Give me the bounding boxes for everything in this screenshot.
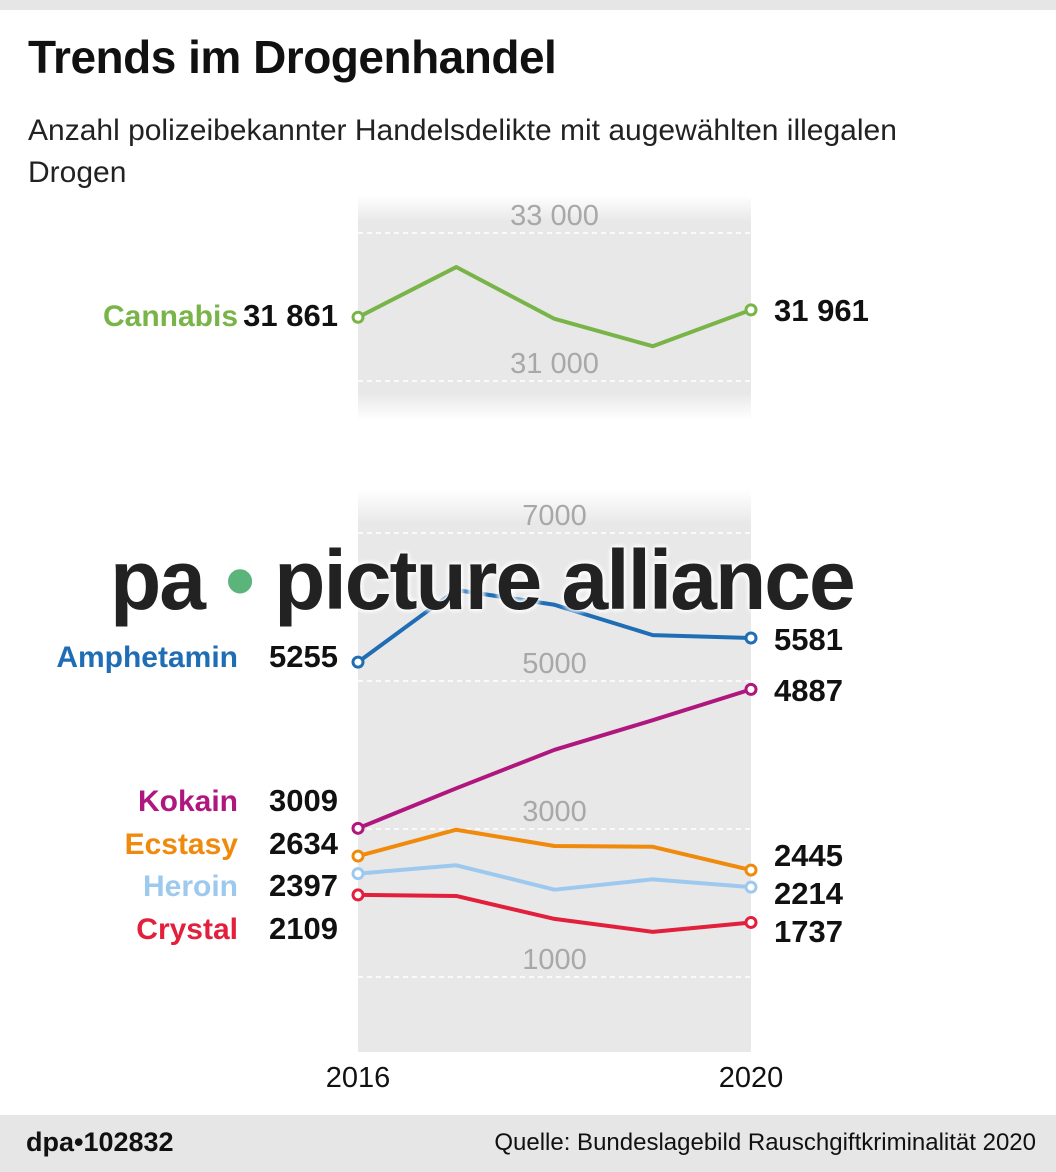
endpoint-marker bbox=[351, 655, 365, 669]
endpoint-marker bbox=[351, 821, 365, 835]
y-tick-label: 7000 bbox=[522, 500, 587, 532]
series-name-label: Crystal bbox=[136, 913, 238, 946]
start-value-label: 2109 bbox=[269, 911, 338, 946]
watermark-text: picture alliance bbox=[274, 533, 856, 627]
y-tick-label: 31 000 bbox=[510, 348, 599, 380]
start-value-label: 31 861 bbox=[243, 298, 338, 333]
series-line-ecstasy bbox=[357, 827, 752, 873]
watermark-logo: pa • picture alliance bbox=[110, 538, 856, 622]
endpoint-marker bbox=[744, 303, 758, 317]
series-line-crystal bbox=[357, 892, 752, 934]
endpoint-marker bbox=[744, 915, 758, 929]
watermark-dot: • bbox=[225, 533, 254, 627]
watermark-pa: pa bbox=[110, 533, 206, 627]
end-value-label: 1737 bbox=[774, 914, 843, 949]
endpoint-marker bbox=[744, 863, 758, 877]
y-tick-label: 3000 bbox=[522, 796, 587, 828]
series-name-label: Amphetamin bbox=[56, 641, 238, 674]
x-tick-label: 2020 bbox=[719, 1062, 784, 1094]
endpoint-marker bbox=[744, 880, 758, 894]
series-line-kokain bbox=[357, 687, 752, 831]
end-value-label: 4887 bbox=[774, 673, 843, 708]
endpoint-marker bbox=[351, 867, 365, 881]
plot-band bbox=[358, 490, 751, 1052]
graphic-id: dpa•102832 bbox=[26, 1127, 174, 1157]
start-value-label: 3009 bbox=[269, 783, 338, 818]
end-value-label: 2214 bbox=[774, 876, 844, 911]
series-name-label: Ecstasy bbox=[125, 828, 239, 861]
footer: dpa•102832 Quelle: Bundeslagebild Rausch… bbox=[0, 1115, 1056, 1172]
endpoint-marker bbox=[351, 888, 365, 902]
series-line-cannabis bbox=[357, 265, 752, 349]
series-line-heroin bbox=[357, 863, 752, 892]
end-value-label: 2445 bbox=[774, 838, 843, 873]
chart-subtitle: Anzahl polizeibekannter Handelsdelikte m… bbox=[28, 114, 897, 189]
chart-title: Trends im Drogenhandel bbox=[28, 31, 557, 83]
series-name-label: Cannabis bbox=[103, 300, 238, 333]
series-name-label: Heroin bbox=[143, 870, 238, 903]
source-note: Quelle: Bundeslagebild Rauschgiftkrimina… bbox=[494, 1129, 1036, 1156]
series-name-label: Kokain bbox=[138, 785, 238, 818]
end-value-label: 5581 bbox=[774, 622, 843, 657]
endpoint-marker bbox=[351, 310, 365, 324]
start-value-label: 5255 bbox=[269, 639, 338, 674]
start-value-label: 2397 bbox=[269, 868, 338, 903]
y-tick-label: 5000 bbox=[522, 648, 587, 680]
top-strip bbox=[0, 0, 1056, 10]
x-tick-label: 2016 bbox=[326, 1062, 391, 1094]
end-value-label: 31 961 bbox=[774, 293, 869, 328]
endpoint-marker bbox=[744, 631, 758, 645]
start-value-label: 2634 bbox=[269, 826, 339, 861]
y-tick-label: 33 000 bbox=[510, 200, 599, 232]
endpoint-marker bbox=[351, 849, 365, 863]
series-line-amphetamin bbox=[356, 587, 752, 664]
y-tick-label: 1000 bbox=[522, 944, 587, 976]
endpoint-marker bbox=[744, 682, 758, 696]
